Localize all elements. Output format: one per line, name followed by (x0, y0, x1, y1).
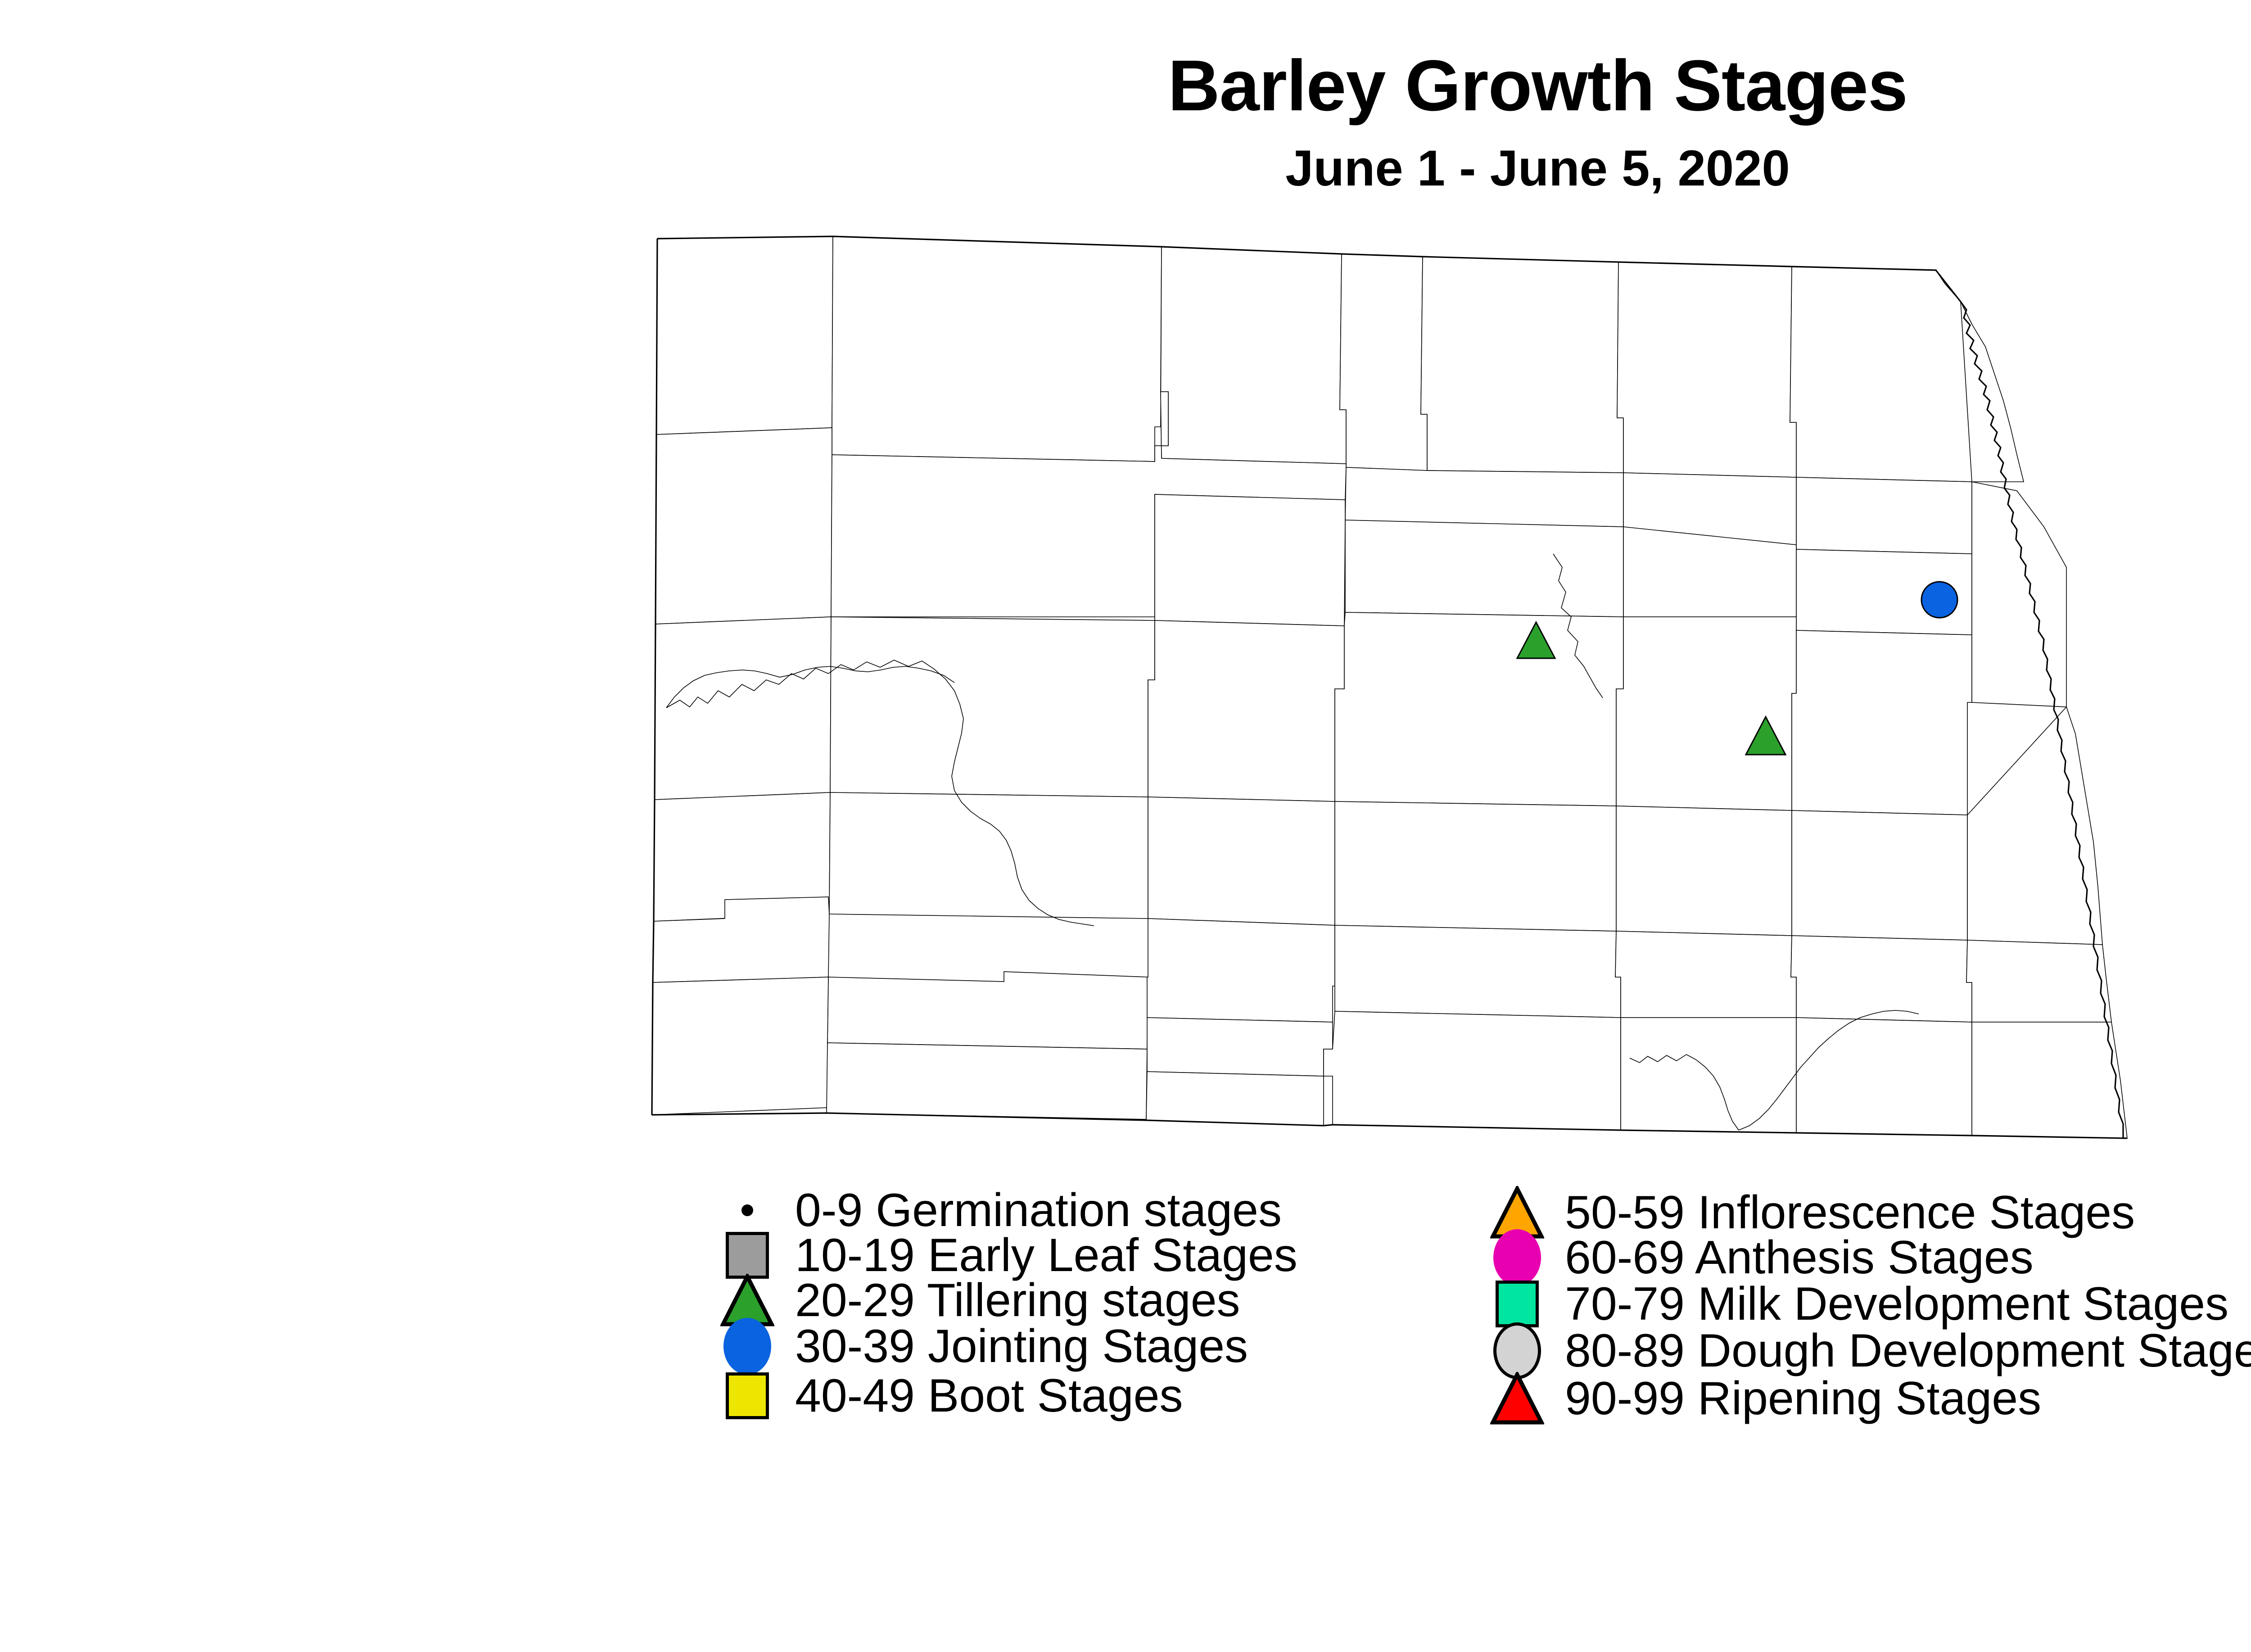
ripening-marker-icon (1472, 1359, 1562, 1438)
legend-item-germination[interactable]: 0-9 Germination stages (702, 1171, 1282, 1250)
sheyenne-river-lower (1739, 1010, 1919, 1130)
title-block: Barley Growth Stages June 1 - June 5, 20… (0, 50, 2251, 194)
jointing-marker-icon (702, 1307, 792, 1386)
state-border-north (657, 236, 1961, 302)
legend-item-jointing[interactable]: 30-39 Jointing Stages (702, 1307, 1248, 1386)
legend-item-boot[interactable]: 40-49 Boot Stages (702, 1356, 1183, 1435)
legend-label-inflorescence: 50-59 Inflorescence Stages (1565, 1186, 2135, 1239)
legend-item-milk[interactable]: 70-79 Milk Development Stages (1472, 1264, 2228, 1344)
anthesis-marker-icon (1472, 1218, 1562, 1297)
county-boundaries (652, 236, 2127, 1138)
legend-label-tillering: 20-29 Tillering stages (795, 1274, 1240, 1326)
legend-label-boot: 40-49 Boot Stages (795, 1370, 1183, 1422)
legend-item-ripening[interactable]: 90-99 Ripening Stages (1472, 1359, 2041, 1438)
north-dakota-map[interactable] (639, 212, 2251, 1157)
legend-label-germination: 0-9 Germination stages (795, 1184, 1282, 1236)
marker-tillering-site-1[interactable] (1516, 620, 1556, 659)
red-river-border (1961, 302, 2123, 1138)
legend-item-tillering[interactable]: 20-29 Tillering stages (702, 1261, 1240, 1340)
page-subtitle: June 1 - June 5, 2020 (1285, 140, 1790, 196)
legend-item-dough[interactable]: 80-89 Dough Development Stages (1472, 1311, 2251, 1390)
state-border-west (652, 239, 657, 1115)
legend: 0-9 Germination stages 10-19 Early Leaf … (702, 1171, 2251, 1594)
sheyenne-river (1630, 1055, 1739, 1130)
state-border-south (652, 1113, 2127, 1138)
legend-item-anthesis[interactable]: 60-69 Anthesis Stages (1472, 1218, 2034, 1297)
legend-label-milk: 70-79 Milk Development Stages (1565, 1278, 2229, 1330)
legend-label-jointing: 30-39 Jointing Stages (795, 1320, 1248, 1372)
page-title: Barley Growth Stages (1168, 45, 1908, 126)
milk-marker-icon (1472, 1264, 1562, 1344)
marker-jointing-site-3[interactable] (1921, 581, 1958, 619)
legend-label-ripening: 90-99 Ripening Stages (1565, 1372, 2042, 1425)
legend-label-anthesis: 60-69 Anthesis Stages (1565, 1231, 2034, 1284)
data-markers (1516, 581, 1958, 756)
legend-item-inflorescence[interactable]: 50-59 Inflorescence Stages (1472, 1173, 2135, 1252)
missouri-river (666, 660, 1094, 926)
legend-item-early-leaf[interactable]: 10-19 Early Leaf Stages (702, 1216, 1297, 1295)
legend-label-dough: 80-89 Dough Development Stages (1565, 1325, 2251, 1377)
marker-tillering-site-2[interactable] (1745, 715, 1787, 756)
early-leaf-marker-icon (702, 1216, 792, 1295)
boot-marker-icon (702, 1356, 792, 1435)
lake-sakakawea (666, 666, 954, 708)
lake-outline (1553, 554, 1603, 698)
legend-label-early-leaf: 10-19 Early Leaf Stages (795, 1229, 1297, 1281)
north-dakota-county-map-svg (639, 212, 2251, 1157)
germination-marker-icon (702, 1171, 792, 1250)
